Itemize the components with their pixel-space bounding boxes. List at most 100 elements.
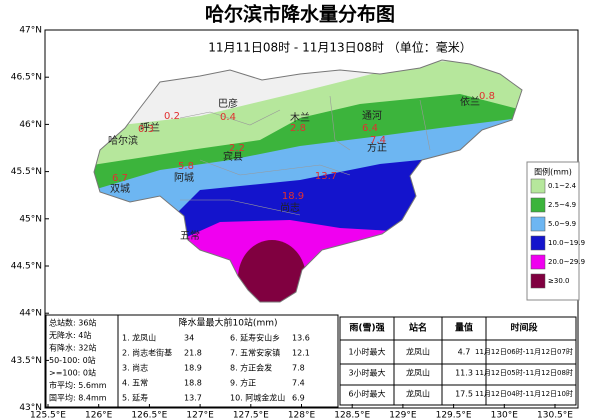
legend-title: 图例(mm) — [534, 167, 572, 177]
legend-swatch — [530, 197, 546, 213]
top10-value: 18.9 — [184, 364, 202, 373]
place-label: 方正 — [367, 141, 387, 154]
lon-label: 130.5°E — [537, 411, 573, 420]
legend-label: ≥30.0 — [548, 277, 569, 285]
top10-value: 13.7 — [184, 394, 202, 403]
lat-label: 45°N — [19, 214, 42, 224]
station-value: 7.4 — [370, 135, 386, 146]
station-value: 0.3 — [138, 124, 154, 135]
place-label: 阿城 — [174, 172, 194, 184]
stat: >=100: 0站 — [49, 368, 96, 378]
table-cell: 11月12日06时-11月12日07时 — [475, 347, 573, 356]
place-label: 五常 — [180, 229, 200, 242]
table-cell: 17.5 — [455, 390, 473, 399]
title: 哈尔滨市降水量分布图 — [205, 3, 395, 26]
top10-value: 6.9 — [292, 394, 305, 403]
table-cell: 3小时最大 — [348, 368, 385, 378]
table-cell: 4.7 — [458, 348, 471, 357]
legend-swatch — [530, 273, 546, 289]
top10-station: 7. 五常安家镇 — [230, 348, 280, 358]
lon-label: 127°E — [186, 411, 214, 420]
station-value: 0.4 — [220, 112, 236, 123]
top10-station: 5. 延寿 — [122, 393, 148, 403]
top10-station: 1. 龙凤山 — [122, 333, 156, 343]
table-cell: 龙凤山 — [406, 368, 430, 378]
lat-label: 45.5°N — [11, 167, 42, 177]
place-label: 木兰 — [290, 111, 310, 124]
top10-station: 8. 方正会发 — [230, 363, 272, 373]
top10-station: 2. 尚志老街基 — [122, 348, 172, 358]
top10-value: 18.8 — [184, 379, 202, 388]
station-value: 0.2 — [164, 111, 180, 122]
table-header: 站名 — [409, 322, 427, 334]
stat: 总站数: 36站 — [49, 318, 96, 328]
table-header: 雨(雪)强 — [349, 322, 384, 334]
lon-label: 128.5°E — [334, 411, 370, 420]
top10-value: 12.1 — [292, 349, 310, 358]
table-cell: 11月12日04时-11月12日10时 — [475, 389, 573, 398]
station-value: 0.8 — [479, 91, 495, 102]
lat-label: 44°N — [19, 309, 42, 319]
legend-swatch — [530, 235, 546, 251]
top10-station: 10. 阿城金龙山 — [230, 393, 285, 403]
station-value: 5.8 — [178, 161, 194, 172]
stat: 国平均: 8.4mm — [49, 393, 107, 403]
lon-label: 125.5°E — [30, 411, 66, 420]
table-cell: 龙凤山 — [406, 347, 430, 357]
place-label: 哈尔滨 — [108, 134, 138, 147]
top10-value: 21.8 — [184, 349, 202, 358]
legend-label: 0.1~2.4 — [548, 182, 577, 190]
lon-label: 129.5°E — [436, 411, 472, 420]
lon-label: 126°E — [85, 411, 113, 420]
stat: 有降水: 32站 — [49, 343, 96, 353]
stat: 无降水: 4站 — [49, 330, 91, 340]
lat-label: 44.5°N — [11, 262, 42, 272]
top10-station: 6. 延寿安山乡 — [230, 333, 280, 343]
lat-label: 46.5°N — [11, 73, 42, 83]
station-value: 6.4 — [362, 123, 378, 134]
place-label: 巴彦 — [218, 97, 238, 110]
lat-label: 43°N — [19, 403, 42, 413]
top10-value: 7.4 — [292, 379, 305, 388]
top10-station: 9. 方正 — [230, 378, 256, 388]
legend-label: 2.5~4.9 — [548, 201, 576, 209]
stats-box — [45, 314, 339, 408]
stat: 市平均: 5.6mm — [49, 380, 107, 390]
table-header: 时间段 — [510, 322, 538, 334]
place-label: 尚志 — [280, 201, 300, 214]
legend-label: 20.0~29.9 — [548, 258, 585, 266]
table-header: 量值 — [455, 322, 473, 334]
lon-label: 130°E — [491, 411, 519, 420]
lon-label: 127.5°E — [233, 411, 269, 420]
lat-label: 46°N — [19, 120, 42, 130]
legend-swatch — [530, 216, 546, 232]
place-label: 宾县 — [223, 150, 243, 163]
lon-label: 126.5°E — [131, 411, 167, 420]
table-cell: 1小时最大 — [348, 347, 385, 357]
station-value: 13.7 — [315, 171, 337, 182]
legend-label: 5.0~9.9 — [548, 220, 576, 228]
station-value: 6.7 — [112, 173, 128, 184]
place-label: 双城 — [110, 183, 130, 195]
top10-title: 降水量最大前10站(mm) — [178, 317, 277, 329]
legend-swatch — [530, 178, 546, 194]
legend-swatch — [530, 254, 546, 270]
legend: 图例(mm) 0.1~2.4 2.5~4.9 5.0~9.9 10.0~19.9 20.… — [526, 161, 585, 301]
subtitle: 11月11日08时 - 11月13日08时 （单位：毫米） — [208, 40, 471, 55]
table-cell: 11.3 — [455, 369, 473, 378]
top10-value: 13.6 — [292, 334, 310, 343]
station-value: 2.2 — [229, 143, 245, 154]
table-cell: 6小时最大 — [348, 389, 385, 399]
table-cell: 11月12日05时-11月12日08时 — [475, 368, 573, 377]
district-borders — [179, 95, 431, 216]
top10-value: 7.8 — [292, 364, 305, 373]
region-outline — [93, 59, 523, 303]
top10-station: 4. 五常 — [122, 379, 148, 388]
place-label: 依兰 — [460, 95, 480, 108]
stat: 50-100: 0站 — [49, 355, 96, 365]
lon-label: 128°E — [288, 411, 316, 420]
lat-label: 43.5°N — [11, 356, 42, 366]
intensity-table — [339, 316, 577, 406]
top10-value: 34 — [184, 334, 194, 343]
